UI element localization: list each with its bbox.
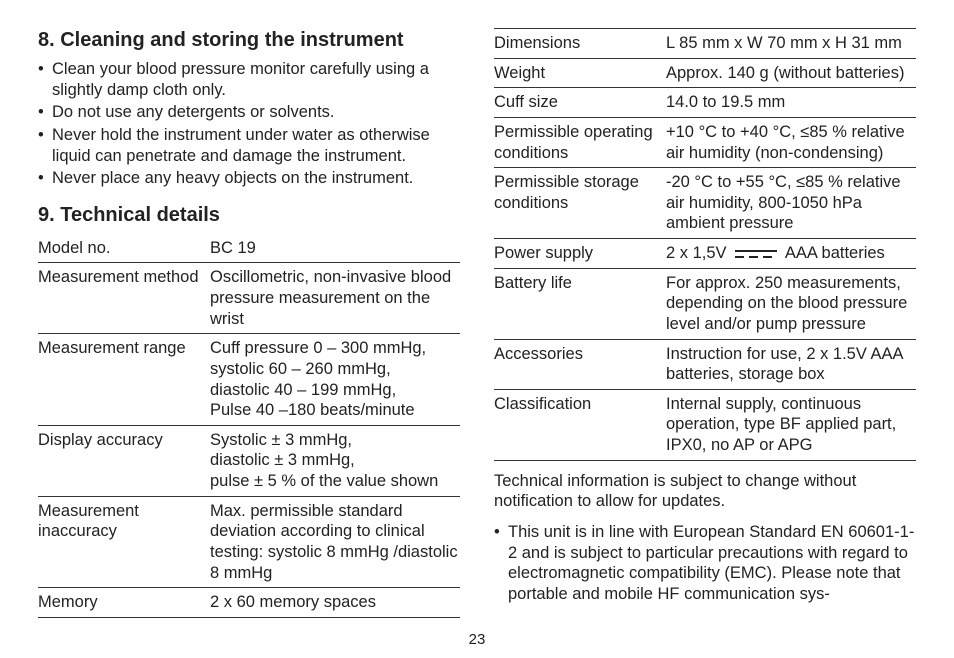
bullet-item: Never hold the instrument under water as… xyxy=(38,125,460,166)
spec-value: +10 °C to +40 °C, ≤85 % relative air hum… xyxy=(666,117,916,167)
spec-label: Model no. xyxy=(38,234,210,263)
table-row: Permissible operating conditions +10 °C … xyxy=(494,117,916,167)
spec-value: 2 x 60 memory spaces xyxy=(210,588,460,618)
compliance-bullets: This unit is in line with European Stand… xyxy=(494,522,916,605)
table-row: Cuff size 14.0 to 19.5 mm xyxy=(494,88,916,118)
spec-label: Measurement range xyxy=(38,334,210,426)
bullet-item: Clean your blood pressure monitor carefu… xyxy=(38,59,460,100)
spec-label: Memory xyxy=(38,588,210,618)
table-row: Classification Internal supply, continuo… xyxy=(494,389,916,460)
spec-value: Approx. 140 g (without batteries) xyxy=(666,58,916,88)
dc-current-icon xyxy=(735,248,777,260)
spec-value: L 85 mm x W 70 mm x H 31 mm xyxy=(666,29,916,59)
table-row: Display accuracy Systolic ± 3 mmHg,diast… xyxy=(38,425,460,496)
bullet-item: Never place any heavy objects on the ins… xyxy=(38,168,460,189)
table-row: Memory 2 x 60 memory spaces xyxy=(38,588,460,618)
power-suffix: AAA batteries xyxy=(785,244,885,262)
spec-value: For approx. 250 measurements, depending … xyxy=(666,268,916,339)
right-column: Dimensions L 85 mm x W 70 mm x H 31 mm W… xyxy=(494,28,916,618)
spec-value: Instruction for use, 2 x 1.5V AAA batter… xyxy=(666,339,916,389)
table-row: Power supply 2 x 1,5V AAA batteries xyxy=(494,239,916,269)
table-row: Accessories Instruction for use, 2 x 1.5… xyxy=(494,339,916,389)
spec-label: Battery life xyxy=(494,268,666,339)
spec-label: Measurement method xyxy=(38,263,210,334)
section8-bullets: Clean your blood pressure monitor carefu… xyxy=(38,59,460,189)
tech-table-right: Dimensions L 85 mm x W 70 mm x H 31 mm W… xyxy=(494,28,916,461)
spec-value: Cuff pressure 0 – 300 mmHg,systolic 60 –… xyxy=(210,334,460,426)
spec-value: BC 19 xyxy=(210,234,460,263)
left-column: 8. Cleaning and storing the instrument C… xyxy=(38,28,460,618)
spec-value: 14.0 to 19.5 mm xyxy=(666,88,916,118)
bullet-item: This unit is in line with European Stand… xyxy=(494,522,916,605)
spec-value: 2 x 1,5V AAA batteries xyxy=(666,239,916,269)
spec-label: Permissible storage conditions xyxy=(494,168,666,239)
spec-value: Internal supply, continuous operation, t… xyxy=(666,389,916,460)
spec-label: Classification xyxy=(494,389,666,460)
change-notice: Technical information is subject to chan… xyxy=(494,471,916,512)
spec-label: Cuff size xyxy=(494,88,666,118)
page-number: 23 xyxy=(0,631,954,650)
table-row: Weight Approx. 140 g (without batteries) xyxy=(494,58,916,88)
spec-label: Weight xyxy=(494,58,666,88)
table-row: Permissible storage conditions -20 °C to… xyxy=(494,168,916,239)
spec-label: Permissible operating conditions xyxy=(494,117,666,167)
tech-table-left: Model no. BC 19 Measurement method Oscil… xyxy=(38,234,460,618)
table-row: Model no. BC 19 xyxy=(38,234,460,263)
table-row: Battery life For approx. 250 measurement… xyxy=(494,268,916,339)
spec-label: Accessories xyxy=(494,339,666,389)
spec-value: Oscillometric, non-invasive blood pressu… xyxy=(210,263,460,334)
table-row: Measurement inaccuracy Max. permissible … xyxy=(38,496,460,588)
table-row: Measurement range Cuff pressure 0 – 300 … xyxy=(38,334,460,426)
table-row: Dimensions L 85 mm x W 70 mm x H 31 mm xyxy=(494,29,916,59)
power-prefix: 2 x 1,5V xyxy=(666,244,727,262)
section9-heading: 9. Technical details xyxy=(38,203,460,228)
table-row: Measurement method Oscillometric, non-in… xyxy=(38,263,460,334)
section8-heading: 8. Cleaning and storing the instrument xyxy=(38,28,460,53)
spec-label: Dimensions xyxy=(494,29,666,59)
spec-label: Display accuracy xyxy=(38,425,210,496)
bullet-item: Do not use any detergents or solvents. xyxy=(38,102,460,123)
spec-value: -20 °C to +55 °C, ≤85 % relative air hum… xyxy=(666,168,916,239)
spec-value: Systolic ± 3 mmHg,diastolic ± 3 mmHg,pul… xyxy=(210,425,460,496)
spec-label: Measurement inaccuracy xyxy=(38,496,210,588)
spec-label: Power supply xyxy=(494,239,666,269)
spec-value: Max. permissible standard deviation acco… xyxy=(210,496,460,588)
